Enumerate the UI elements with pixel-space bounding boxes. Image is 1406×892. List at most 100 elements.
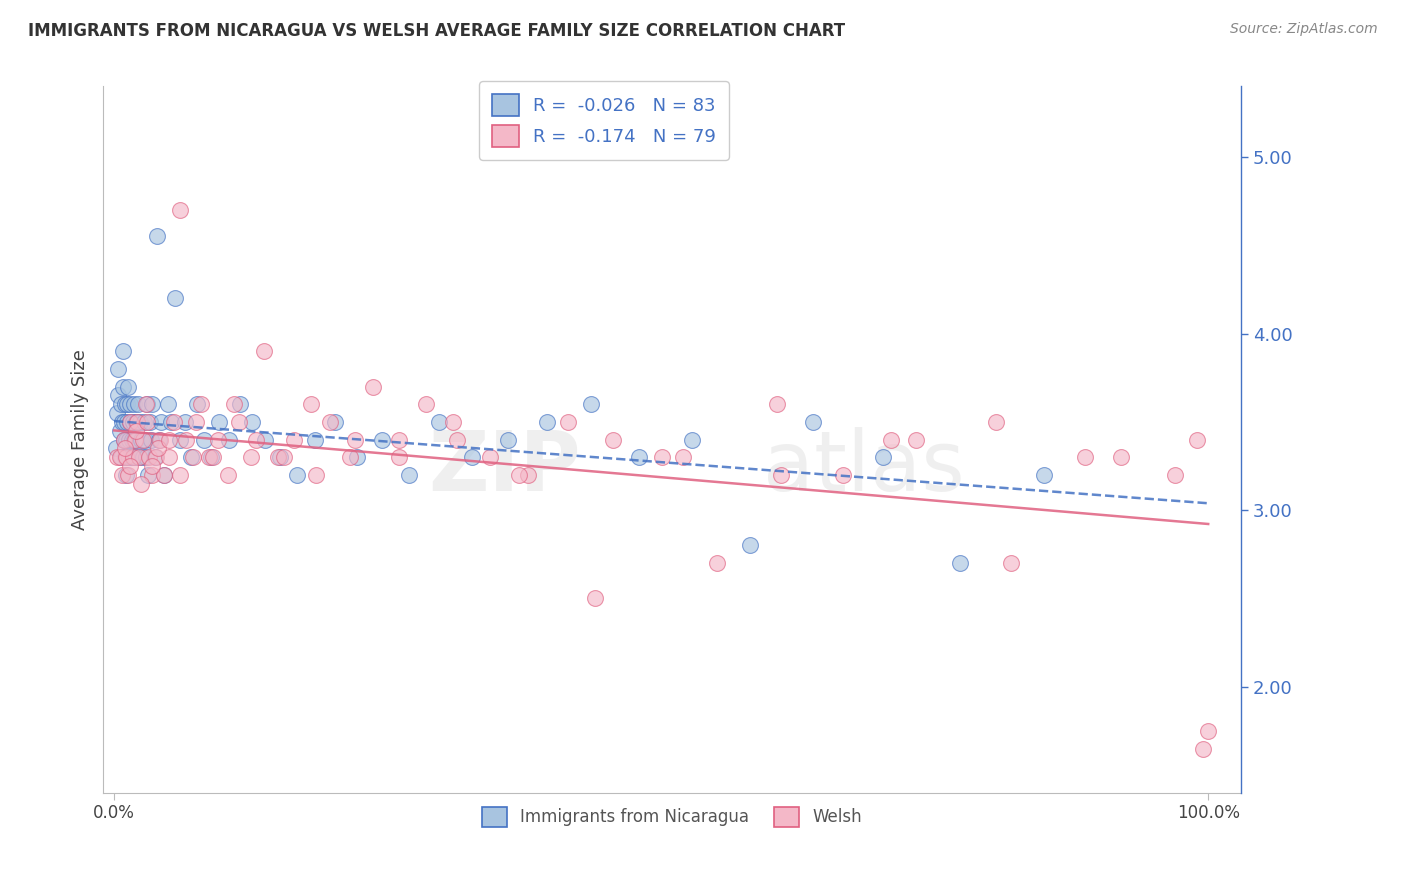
Point — [387, 433, 409, 447]
Point — [150, 415, 173, 429]
Point — [253, 344, 276, 359]
Point — [880, 433, 903, 447]
Point — [738, 538, 761, 552]
Point — [110, 397, 132, 411]
Point — [181, 450, 204, 465]
Point — [115, 450, 138, 465]
Point — [115, 467, 138, 482]
Point — [121, 450, 143, 465]
Point — [201, 450, 224, 465]
Point — [153, 467, 176, 482]
Point — [1033, 467, 1056, 482]
Point — [131, 433, 153, 447]
Point — [872, 450, 894, 465]
Point — [107, 388, 129, 402]
Point — [269, 450, 291, 465]
Point — [371, 433, 394, 447]
Point — [125, 415, 148, 429]
Point — [343, 433, 366, 447]
Point — [120, 397, 142, 411]
Point — [118, 450, 141, 465]
Point — [1164, 467, 1187, 482]
Point — [169, 467, 191, 482]
Point — [141, 467, 163, 482]
Point — [136, 467, 159, 482]
Point — [363, 379, 385, 393]
Point — [121, 450, 143, 465]
Point — [112, 433, 135, 447]
Point — [143, 450, 166, 465]
Point — [129, 415, 152, 429]
Point — [557, 415, 579, 429]
Point — [318, 415, 340, 429]
Point — [1197, 723, 1219, 738]
Point — [299, 397, 322, 411]
Point — [145, 229, 167, 244]
Point — [141, 397, 163, 411]
Point — [160, 415, 183, 429]
Point — [112, 415, 135, 429]
Y-axis label: Average Family Size: Average Family Size — [72, 349, 89, 530]
Point — [111, 344, 134, 359]
Point — [1187, 433, 1209, 447]
Point — [169, 433, 191, 447]
Point — [628, 450, 651, 465]
Point — [111, 379, 134, 393]
Point — [831, 467, 853, 482]
Point — [146, 442, 169, 456]
Point — [128, 450, 150, 465]
Point — [169, 202, 191, 217]
Point — [121, 433, 143, 447]
Point — [120, 458, 142, 473]
Point — [105, 442, 128, 456]
Point — [105, 450, 128, 465]
Point — [112, 433, 135, 447]
Point — [132, 415, 155, 429]
Point — [114, 397, 136, 411]
Point — [218, 433, 240, 447]
Point — [122, 433, 145, 447]
Point — [110, 450, 132, 465]
Point — [157, 433, 180, 447]
Point — [174, 433, 197, 447]
Point — [135, 397, 157, 411]
Point — [108, 424, 131, 438]
Point — [108, 450, 131, 465]
Point — [681, 433, 703, 447]
Point — [579, 397, 602, 411]
Point — [125, 424, 148, 438]
Point — [267, 450, 290, 465]
Point — [115, 415, 138, 429]
Point — [117, 379, 139, 393]
Point — [240, 415, 263, 429]
Point — [118, 433, 141, 447]
Point — [801, 415, 824, 429]
Point — [905, 433, 928, 447]
Point — [107, 362, 129, 376]
Point — [479, 450, 502, 465]
Text: atlas: atlas — [763, 427, 965, 508]
Point — [125, 433, 148, 447]
Point — [766, 397, 789, 411]
Point — [346, 450, 368, 465]
Point — [305, 467, 328, 482]
Point — [1073, 450, 1095, 465]
Point — [224, 397, 246, 411]
Point — [180, 450, 202, 465]
Point — [149, 433, 172, 447]
Point — [115, 397, 138, 411]
Point — [141, 433, 163, 447]
Point — [208, 415, 231, 429]
Point — [1191, 741, 1213, 756]
Point — [516, 467, 538, 482]
Point — [131, 476, 153, 491]
Point — [198, 450, 221, 465]
Point — [163, 415, 186, 429]
Point — [229, 397, 252, 411]
Point — [125, 415, 148, 429]
Point — [245, 433, 267, 447]
Point — [117, 467, 139, 482]
Point — [134, 433, 156, 447]
Point — [228, 415, 250, 429]
Point — [446, 433, 468, 447]
